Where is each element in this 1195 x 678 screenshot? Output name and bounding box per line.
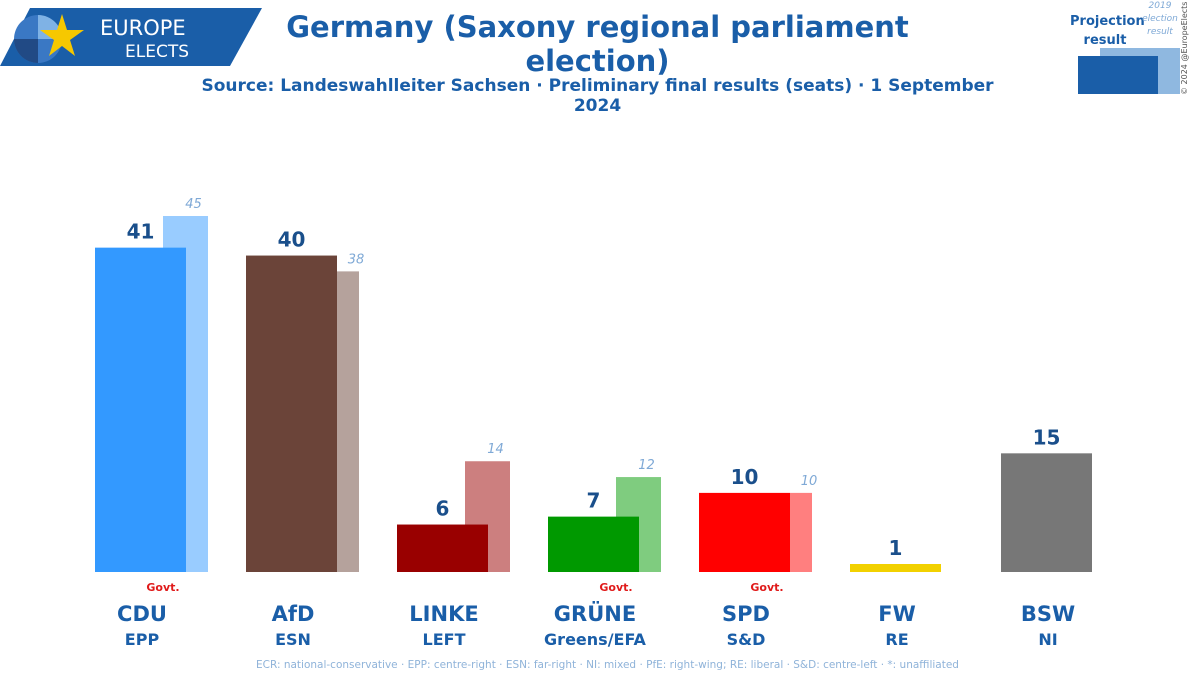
legend-previous-label: 2019 election result <box>1140 0 1180 39</box>
bar-afd <box>246 255 337 573</box>
legend-projection-swatch <box>1078 56 1158 94</box>
party-name-cdu: CDU <box>117 602 167 626</box>
bar-value-label-grne: 7 <box>587 489 601 513</box>
party-group-fw: RE <box>885 630 908 649</box>
party-group-bsw: NI <box>1038 630 1057 649</box>
party-name-linke: LINKE <box>409 602 478 626</box>
bar-linke <box>397 524 488 572</box>
bar-value-label-afd: 40 <box>278 228 306 252</box>
bar-value-label-linke: 6 <box>436 497 450 521</box>
bar-value-label-fw: 1 <box>889 536 903 560</box>
govt-label-spd: Govt. <box>750 581 783 594</box>
footnote: ECR: national-conservative · EPP: centre… <box>256 659 959 671</box>
bar-bsw <box>1001 453 1092 572</box>
legend-projection-line2: result <box>1083 33 1127 48</box>
party-name-grne: GRÜNE <box>554 601 636 626</box>
logo-text-europe: EUROPE <box>100 16 186 40</box>
europe-elects-logo <box>0 8 262 66</box>
party-group-grne: Greens/EFA <box>544 630 647 649</box>
page-subtitle: Source: Landeswahlleiter Sachsen · Preli… <box>201 76 994 116</box>
govt-label-cdu: Govt. <box>146 581 179 594</box>
legend-previous-line2: election <box>1142 14 1178 24</box>
bar-cdu <box>95 247 186 572</box>
party-name-fw: FW <box>878 602 916 626</box>
party-group-afd: ESN <box>275 630 311 649</box>
bar-previous-label-linke: 14 <box>487 442 504 457</box>
legend-previous-line1: 2019 <box>1148 1 1172 11</box>
party-group-cdu: EPP <box>125 630 160 649</box>
bar-previous-label-cdu: 45 <box>185 197 202 212</box>
bar-value-label-cdu: 41 <box>127 220 155 244</box>
party-name-afd: AfD <box>272 602 315 626</box>
bar-fw <box>850 564 941 572</box>
bar-previous-afd <box>337 271 359 572</box>
bar-previous-label-grne: 12 <box>638 458 655 473</box>
legend-projection-line1: Projection <box>1070 14 1145 29</box>
party-group-spd: S&D <box>727 630 766 649</box>
page-title: Germany (Saxony regional parliament elec… <box>286 10 909 78</box>
logo-text-elects: ELECTS <box>125 42 189 62</box>
govt-label-grne: Govt. <box>599 581 632 594</box>
bar-grne <box>548 516 639 572</box>
bar-spd <box>699 492 790 572</box>
bar-previous-spd <box>790 492 812 572</box>
party-name-spd: SPD <box>722 602 770 626</box>
legend-projection-label: Projection result <box>1070 12 1145 50</box>
legend-previous-line3: result <box>1147 27 1173 37</box>
bar-previous-label-spd: 10 <box>801 474 818 489</box>
party-name-bsw: BSW <box>1021 602 1075 626</box>
party-group-linke: LEFT <box>423 630 466 649</box>
bar-value-label-spd: 10 <box>731 465 759 489</box>
bar-previous-label-afd: 38 <box>348 252 365 267</box>
legend: Projection result 2019 election result <box>1068 0 1188 100</box>
bar-value-label-bsw: 15 <box>1033 425 1061 449</box>
